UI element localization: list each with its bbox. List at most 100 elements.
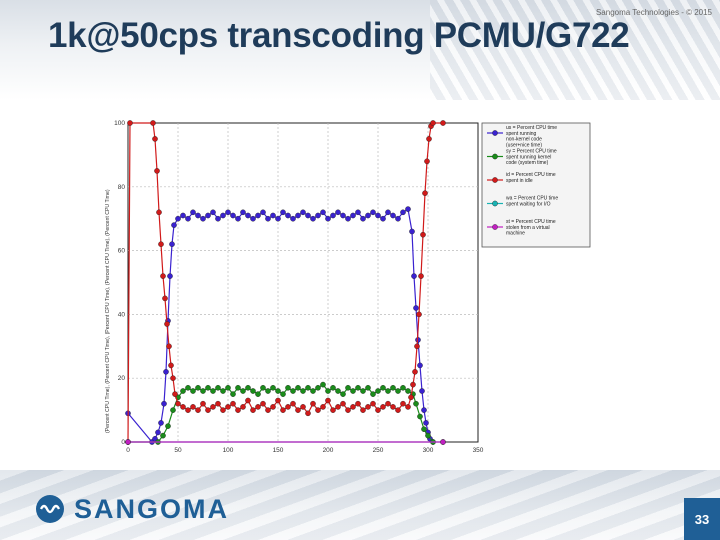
- data-point: [235, 407, 241, 413]
- data-point: [164, 321, 170, 327]
- data-point: [385, 209, 391, 216]
- data-point: [265, 388, 271, 394]
- data-point: [330, 212, 336, 219]
- legend-label: id = Percent CPU time spent in idle: [506, 172, 556, 184]
- y-tick-label: 40: [118, 311, 126, 318]
- chart-svg: 0 20 40 60 80 100 0 50 100 150 200 250 300 350 (Perc…: [105, 120, 591, 454]
- data-point: [185, 407, 191, 413]
- data-point: [205, 212, 211, 219]
- data-point: [365, 212, 371, 219]
- data-point: [190, 209, 196, 216]
- data-point: [409, 228, 415, 235]
- data-point: [190, 404, 196, 410]
- series-2: [125, 120, 446, 445]
- data-point: [355, 384, 361, 391]
- data-point: [270, 404, 276, 410]
- series-1: [125, 381, 436, 445]
- data-point: [355, 209, 361, 216]
- data-point: [152, 136, 158, 142]
- legend-swatch-marker: [492, 130, 498, 136]
- data-point: [165, 423, 171, 429]
- data-point: [235, 215, 241, 222]
- data-point: [320, 404, 326, 410]
- data-point: [310, 215, 316, 222]
- legend-swatch-marker: [492, 153, 498, 160]
- data-point: [220, 212, 226, 219]
- data-point: [365, 384, 371, 391]
- slide-header: Sangoma Technologies - © 2015 1k@50cps t…: [0, 0, 720, 100]
- data-point: [215, 400, 221, 407]
- data-point: [375, 407, 381, 413]
- data-point: [205, 407, 211, 413]
- legend-label: sy = Percent CPU time spent running kerne…: [506, 149, 557, 167]
- data-point: [395, 388, 401, 394]
- legend-label: st = Percent CPU time stolen from a virtu…: [506, 219, 556, 237]
- data-point: [169, 241, 175, 247]
- data-point: [315, 384, 321, 391]
- data-point: [230, 400, 236, 407]
- data-point: [250, 407, 256, 413]
- data-point: [195, 384, 201, 391]
- data-point: [375, 388, 381, 394]
- data-point: [162, 295, 168, 302]
- data-point: [210, 388, 216, 394]
- data-point: [172, 391, 178, 397]
- data-point: [330, 384, 336, 391]
- sangoma-logo: SANGOMA: [36, 494, 229, 524]
- data-point: [240, 388, 246, 394]
- data-point: [421, 407, 427, 413]
- data-point: [185, 215, 191, 222]
- legend-swatch-marker: [492, 200, 498, 207]
- data-point: [417, 362, 423, 369]
- data-point: [225, 404, 231, 410]
- data-point: [290, 388, 296, 394]
- data-point: [430, 120, 436, 126]
- legend-box: [481, 122, 591, 248]
- data-point: [200, 215, 206, 222]
- data-point: [127, 120, 133, 126]
- data-point: [156, 209, 162, 216]
- slide-footer: SANGOMA: [0, 470, 720, 540]
- x-tick-label: 200: [323, 447, 334, 454]
- data-point: [420, 231, 426, 238]
- data-point: [350, 404, 356, 410]
- data-point: [195, 407, 201, 413]
- data-point: [260, 384, 266, 391]
- series-line: [128, 383, 434, 443]
- y-tick-label: 20: [118, 375, 126, 382]
- data-point: [400, 209, 406, 216]
- data-point: [426, 136, 432, 142]
- data-point: [180, 212, 186, 219]
- data-point: [260, 209, 266, 216]
- data-point: [385, 388, 391, 394]
- y-tick-label: 0: [121, 439, 125, 446]
- data-point: [440, 439, 446, 445]
- data-point: [422, 190, 428, 196]
- data-point: [408, 394, 414, 401]
- data-point: [245, 384, 251, 391]
- data-point: [190, 388, 196, 394]
- data-point: [150, 120, 156, 126]
- data-point: [280, 209, 286, 216]
- data-point: [325, 388, 331, 394]
- data-point: [405, 404, 411, 410]
- data-point: [170, 407, 176, 413]
- series-0: [125, 206, 436, 445]
- data-point: [320, 209, 326, 216]
- x-tick-label: 150: [273, 447, 284, 454]
- cpu-time-chart: 0 20 40 60 80 100 0 50 100 150 200 250 300 350 (Perc…: [98, 115, 596, 455]
- data-point: [275, 215, 281, 222]
- page-number: 33: [684, 498, 720, 540]
- data-point: [335, 404, 341, 410]
- data-point: [285, 212, 291, 219]
- series-group: [125, 120, 446, 445]
- data-point: [290, 215, 296, 222]
- data-point: [315, 212, 321, 219]
- data-point: [325, 397, 331, 404]
- series-4: [125, 439, 446, 445]
- data-point: [175, 400, 181, 407]
- data-point: [385, 400, 391, 407]
- sangoma-logo-icon: [36, 495, 64, 523]
- data-point: [305, 410, 311, 417]
- data-point: [390, 404, 396, 410]
